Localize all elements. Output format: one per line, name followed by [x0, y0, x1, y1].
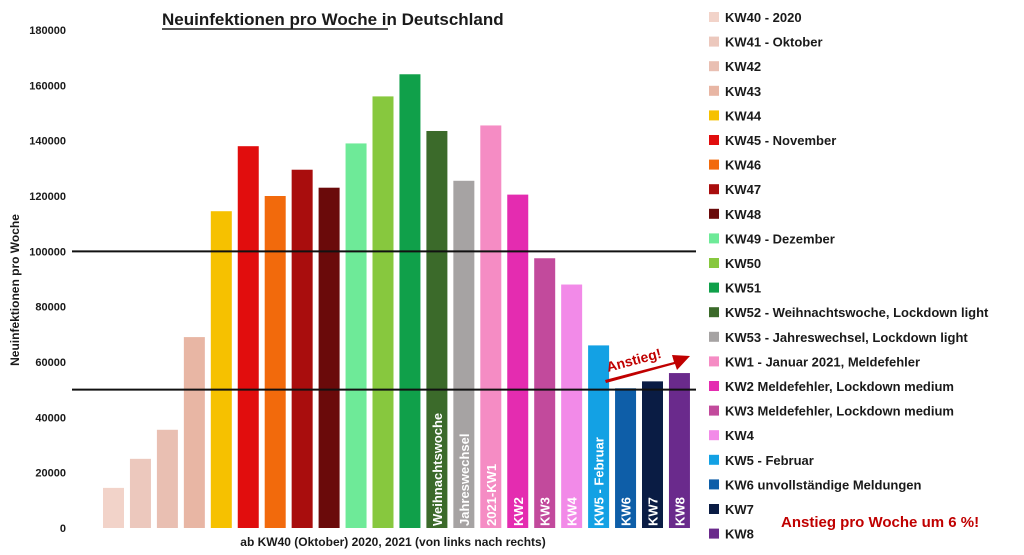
- legend-entry: KW8: [725, 527, 754, 542]
- bar-kw47: [291, 169, 313, 528]
- legend-swatch: [709, 258, 719, 268]
- y-tick-label: 120000: [29, 191, 66, 203]
- bar-kw2: [507, 194, 529, 528]
- legend-entry: KW43: [725, 84, 761, 99]
- legend-swatch: [709, 12, 719, 22]
- legend-swatch: [709, 356, 719, 367]
- bar-kw48: [318, 187, 340, 528]
- bar-label: Weihnachtswoche: [430, 413, 445, 526]
- legend-swatch: [709, 61, 719, 72]
- bar-kw52: [426, 130, 448, 528]
- bar-kw40: [103, 487, 124, 528]
- bar-label: KW3: [538, 497, 553, 526]
- bar-label: 2021-KW1: [484, 464, 499, 526]
- y-tick-label: 20000: [35, 468, 66, 480]
- y-tick-label: 180000: [29, 25, 66, 37]
- bar-kw8: [668, 373, 690, 528]
- bar-kw1: [480, 125, 502, 528]
- legend-swatch: [709, 208, 719, 219]
- y-tick-label: 140000: [29, 136, 66, 148]
- y-tick-label: 100000: [29, 246, 66, 258]
- legend-entry: KW45 - November: [725, 133, 836, 148]
- y-axis-label: Neuinfektionen pro Woche: [8, 214, 22, 366]
- legend-swatch: [709, 135, 719, 145]
- legend-swatch: [709, 282, 719, 293]
- legend-entry: KW1 - Januar 2021, Meldefehler: [725, 354, 920, 369]
- legend-entry: KW44: [725, 108, 762, 123]
- annotation-note: Anstieg pro Woche um 6 %!: [781, 514, 979, 531]
- y-tick-label: 40000: [35, 412, 66, 424]
- bar-label: KW6: [619, 497, 634, 526]
- legend-swatch: [709, 159, 719, 170]
- legend-entry: KW47: [725, 182, 761, 197]
- legend-swatch: [709, 110, 719, 121]
- legend-swatch: [709, 479, 719, 490]
- legend-entry: KW2 Meldefehler, Lockdown medium: [725, 379, 954, 394]
- bar-label: KW7: [646, 497, 661, 526]
- legend-swatch: [709, 85, 719, 96]
- legend-entry: KW40 - 2020: [725, 10, 802, 25]
- legend-entry: KW49 - Dezember: [725, 231, 835, 246]
- bar-kw5: [588, 345, 610, 528]
- legend-swatch: [709, 36, 719, 47]
- reference-lines: [72, 250, 696, 391]
- y-tick-label: 80000: [35, 302, 66, 314]
- bar-kw4: [561, 284, 583, 528]
- bar-kw7: [642, 381, 663, 528]
- legend-entry: KW50: [725, 256, 761, 271]
- legend-swatch: [709, 430, 719, 441]
- legend-entry: KW7: [725, 502, 754, 517]
- legend-entry: KW46: [725, 158, 761, 173]
- y-ticks: 0 20000 40000 60000 80000 100000 120000 140000 1…: [29, 25, 66, 535]
- bar-label: KW5 - Februar: [592, 437, 607, 526]
- arrow-label: Anstieg!: [605, 345, 663, 375]
- legend-swatch: [709, 307, 719, 318]
- bar-kw6: [615, 388, 637, 528]
- legend-entry: KW5 - Februar: [725, 453, 814, 468]
- y-tick-label: 0: [60, 523, 66, 535]
- bar-kw43: [183, 337, 205, 528]
- bar-label: KW8: [672, 497, 687, 526]
- legend-entry: KW51: [725, 281, 761, 296]
- bar-label: KW4: [565, 496, 580, 526]
- legend-entry: KW52 - Weihnachtswoche, Lockdown light: [725, 305, 989, 320]
- legend-entry: KW48: [725, 207, 761, 222]
- legend-entry: KW3 Meldefehler, Lockdown medium: [725, 404, 954, 419]
- legend-swatch: [709, 381, 719, 391]
- legend-swatch: [709, 504, 719, 514]
- y-tick-label: 160000: [29, 80, 66, 92]
- legend-swatch: [709, 454, 719, 465]
- bar-kw51: [399, 74, 421, 529]
- legend-entry: KW4: [725, 428, 755, 443]
- bar-label: KW2: [511, 497, 526, 526]
- legend-entry: KW41 - Oktober: [725, 35, 823, 50]
- bar-kw41: [129, 458, 151, 528]
- bar-kw3: [534, 258, 556, 528]
- bar-label: Jahreswechsel: [457, 433, 472, 526]
- bars: [103, 74, 690, 529]
- chart-title: Neuinfektionen pro Woche in Deutschland: [162, 10, 504, 29]
- legend-swatch: [709, 528, 719, 539]
- bar-kw50: [372, 96, 394, 529]
- bar-kw45: [237, 146, 259, 528]
- legend: KW40 - 2020 KW41 - Oktober KW42 KW43 KW44 KW4…: [709, 10, 989, 542]
- legend-entry: KW6 unvollständige Meldungen: [725, 477, 922, 492]
- legend-swatch: [709, 233, 719, 244]
- legend-entry: KW42: [725, 59, 761, 74]
- legend-swatch: [709, 331, 719, 342]
- bar-kw53: [453, 180, 475, 529]
- legend-entry: KW53 - Jahreswechsel, Lockdown light: [725, 330, 968, 345]
- y-tick-label: 60000: [35, 357, 66, 369]
- bar-kw42: [156, 429, 178, 528]
- arrow-shape: [605, 355, 690, 383]
- legend-swatch: [709, 405, 719, 416]
- bar-kw49: [345, 143, 367, 528]
- bar-kw44: [210, 211, 232, 528]
- bar-kw46: [264, 196, 286, 528]
- bar-labels: Weihnachtswoche Jahreswechsel 2021-KW1 KW2 K…: [430, 413, 688, 526]
- legend-swatch: [709, 184, 719, 195]
- x-axis-label: ab KW40 (Oktober) 2020, 2021 (von links …: [240, 535, 545, 549]
